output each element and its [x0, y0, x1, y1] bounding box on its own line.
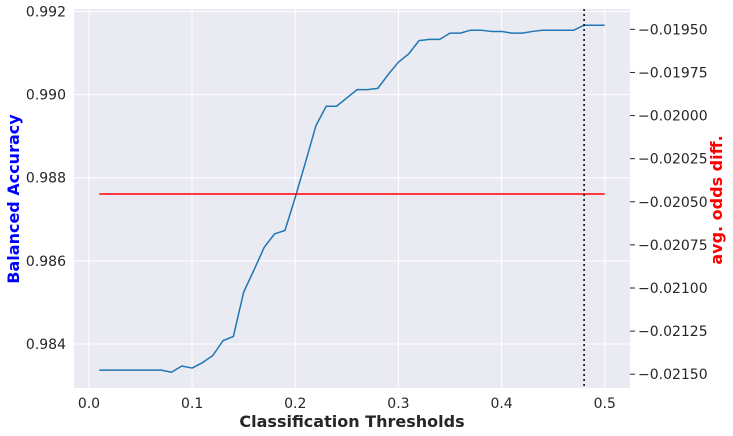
left-y-tick-labels: 0.984 0.986 0.988 0.990 0.992	[26, 4, 66, 352]
x-tick-label: 0.3	[387, 396, 409, 412]
right-y-tick-label: −0.02100	[638, 281, 708, 297]
right-y-tick-label: −0.02050	[638, 195, 708, 211]
left-y-axis-label: Balanced Accuracy	[4, 114, 23, 284]
series-layer	[99, 9, 605, 388]
right-y-tick-labels: −0.02150 −0.02125 −0.02100 −0.02075 −0.02050…	[630, 22, 708, 383]
x-tick-label: 0.4	[490, 396, 512, 412]
x-tick-labels: 0.0 0.1 0.2 0.3 0.4 0.5	[78, 396, 616, 412]
x-tick-label: 0.0	[78, 396, 100, 412]
left-y-tick-label: 0.990	[26, 88, 66, 104]
left-y-tick-label: 0.984	[26, 337, 66, 353]
right-y-tick-label: −0.02025	[638, 152, 708, 168]
right-y-tick-label: −0.02075	[638, 238, 708, 254]
plot-background	[74, 9, 630, 388]
x-tick-label: 0.1	[181, 396, 203, 412]
right-y-tick-label: −0.01975	[638, 65, 708, 81]
right-y-tick-label: −0.02125	[638, 324, 708, 340]
right-y-tick-label: −0.02150	[638, 367, 708, 383]
left-y-tick-label: 0.986	[26, 254, 66, 270]
left-y-tick-label: 0.988	[26, 171, 66, 187]
right-y-tick-label: −0.02000	[638, 109, 708, 125]
right-y-axis-label: avg. odds diff.	[707, 135, 726, 264]
x-tick-label: 0.5	[594, 396, 616, 412]
grid-lines	[74, 9, 630, 388]
series-line-balanced-accuracy	[99, 24, 605, 373]
x-axis-label: Classification Thresholds	[239, 412, 464, 431]
x-tick-label: 0.2	[284, 396, 306, 412]
right-y-tick-label: −0.01950	[638, 22, 708, 38]
left-y-tick-label: 0.992	[26, 4, 66, 20]
